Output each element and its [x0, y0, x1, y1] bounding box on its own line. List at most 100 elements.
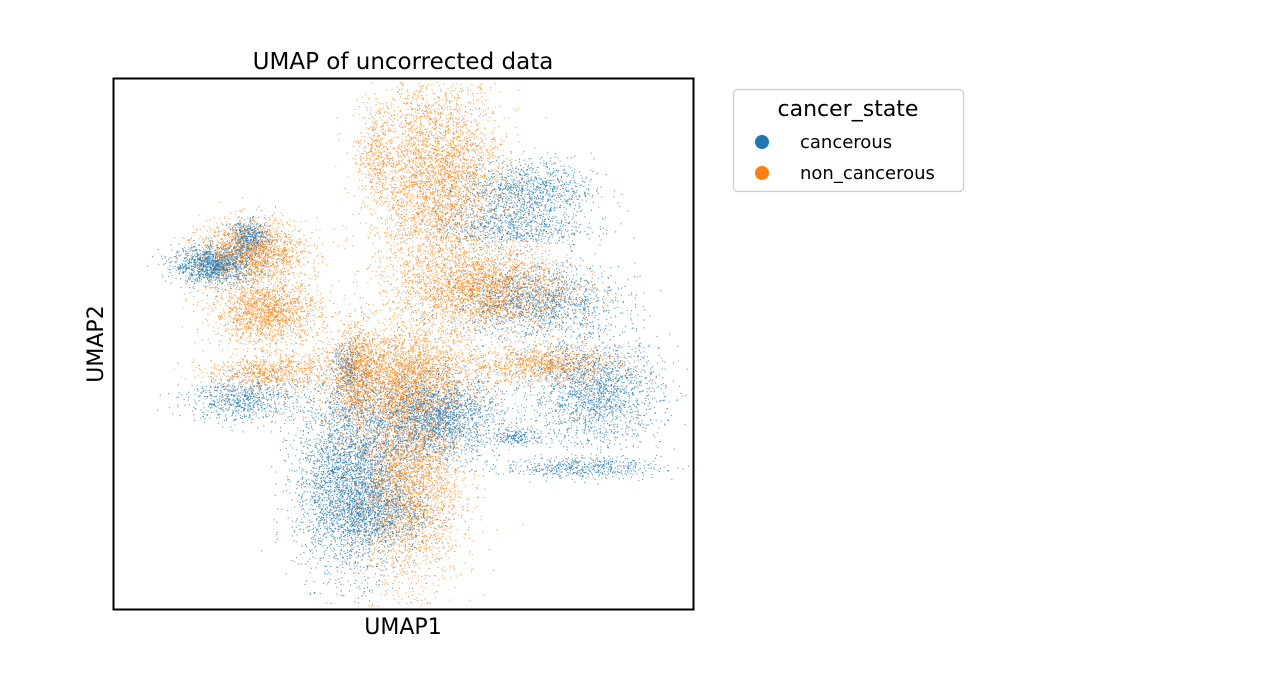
- scatter-point: [602, 341, 604, 343]
- scatter-point: [407, 533, 409, 535]
- scatter-point: [625, 375, 627, 377]
- scatter-point: [461, 231, 463, 233]
- scatter-point: [355, 502, 357, 504]
- scatter-point: [229, 406, 231, 408]
- scatter-point: [369, 443, 371, 445]
- scatter-point: [402, 506, 404, 508]
- scatter-point: [468, 101, 470, 103]
- scatter-point: [433, 215, 435, 217]
- scatter-point: [527, 257, 529, 259]
- scatter-point: [363, 313, 365, 315]
- scatter-point: [598, 466, 600, 468]
- scatter-point: [511, 283, 513, 285]
- scatter-point: [466, 229, 468, 231]
- scatter-point: [284, 274, 286, 276]
- scatter-point: [255, 266, 257, 268]
- scatter-point: [413, 121, 415, 123]
- scatter-point: [474, 246, 476, 248]
- scatter-point: [534, 216, 536, 218]
- scatter-point: [415, 377, 417, 379]
- scatter-point: [553, 299, 555, 301]
- scatter-point: [459, 194, 461, 196]
- scatter-point: [562, 286, 564, 288]
- scatter-point: [216, 295, 218, 297]
- scatter-point: [565, 371, 567, 373]
- scatter-point: [399, 192, 401, 194]
- scatter-point: [264, 306, 266, 308]
- scatter-point: [344, 513, 346, 515]
- scatter-point: [547, 317, 549, 319]
- scatter-point: [551, 278, 553, 280]
- scatter-point: [458, 264, 460, 266]
- scatter-point: [455, 393, 457, 395]
- scatter-point: [348, 500, 350, 502]
- scatter-point: [220, 257, 222, 259]
- scatter-point: [479, 182, 481, 184]
- scatter-point: [305, 303, 307, 305]
- scatter-point: [479, 290, 481, 292]
- scatter-point: [537, 290, 539, 292]
- scatter-point: [235, 210, 237, 212]
- scatter-point: [497, 305, 499, 307]
- scatter-point: [373, 535, 375, 537]
- scatter-point: [469, 173, 471, 175]
- scatter-point: [419, 262, 421, 264]
- scatter-point: [358, 435, 360, 437]
- scatter-point: [575, 376, 577, 378]
- scatter-point: [410, 431, 412, 433]
- scatter-point: [446, 295, 448, 297]
- scatter-point: [331, 533, 333, 535]
- scatter-point: [472, 133, 474, 135]
- scatter-point: [570, 293, 572, 295]
- scatter-point: [424, 526, 426, 528]
- scatter-point: [349, 447, 351, 449]
- scatter-point: [510, 233, 512, 235]
- scatter-point: [630, 406, 632, 408]
- scatter-point: [265, 316, 267, 318]
- scatter-point: [231, 430, 233, 432]
- scatter-point: [563, 356, 565, 358]
- scatter-point: [505, 428, 507, 430]
- scatter-point: [261, 332, 263, 334]
- scatter-point: [463, 250, 465, 252]
- scatter-point: [316, 488, 318, 490]
- scatter-point: [441, 146, 443, 148]
- scatter-point: [346, 238, 348, 240]
- scatter-point: [560, 325, 562, 327]
- scatter-point: [244, 229, 246, 231]
- scatter-point: [361, 455, 363, 457]
- scatter-point: [424, 445, 426, 447]
- scatter-point: [208, 245, 210, 247]
- scatter-point: [237, 314, 239, 316]
- scatter-point: [502, 283, 504, 285]
- scatter-point: [463, 395, 465, 397]
- scatter-point: [511, 203, 513, 205]
- scatter-point: [560, 222, 562, 224]
- scatter-point: [569, 287, 571, 289]
- scatter-point: [659, 400, 661, 402]
- scatter-point: [244, 266, 246, 268]
- scatter-point: [372, 481, 374, 483]
- scatter-point: [438, 153, 440, 155]
- scatter-point: [607, 380, 609, 382]
- scatter-point: [380, 277, 382, 279]
- scatter-point: [424, 425, 426, 427]
- scatter-point: [527, 325, 529, 327]
- scatter-point: [296, 300, 298, 302]
- scatter-point: [407, 291, 409, 293]
- scatter-point: [402, 370, 404, 372]
- scatter-point: [357, 446, 359, 448]
- scatter-point: [286, 390, 288, 392]
- scatter-point: [341, 509, 343, 511]
- scatter-point: [281, 298, 283, 300]
- scatter-point: [382, 452, 384, 454]
- scatter-point: [432, 294, 434, 296]
- scatter-point: [345, 416, 347, 418]
- scatter-point: [362, 379, 364, 381]
- scatter-point: [425, 525, 427, 527]
- scatter-point: [612, 356, 614, 358]
- scatter-point: [422, 437, 424, 439]
- scatter-point: [337, 409, 339, 411]
- scatter-point: [436, 126, 438, 128]
- scatter-point: [222, 261, 224, 263]
